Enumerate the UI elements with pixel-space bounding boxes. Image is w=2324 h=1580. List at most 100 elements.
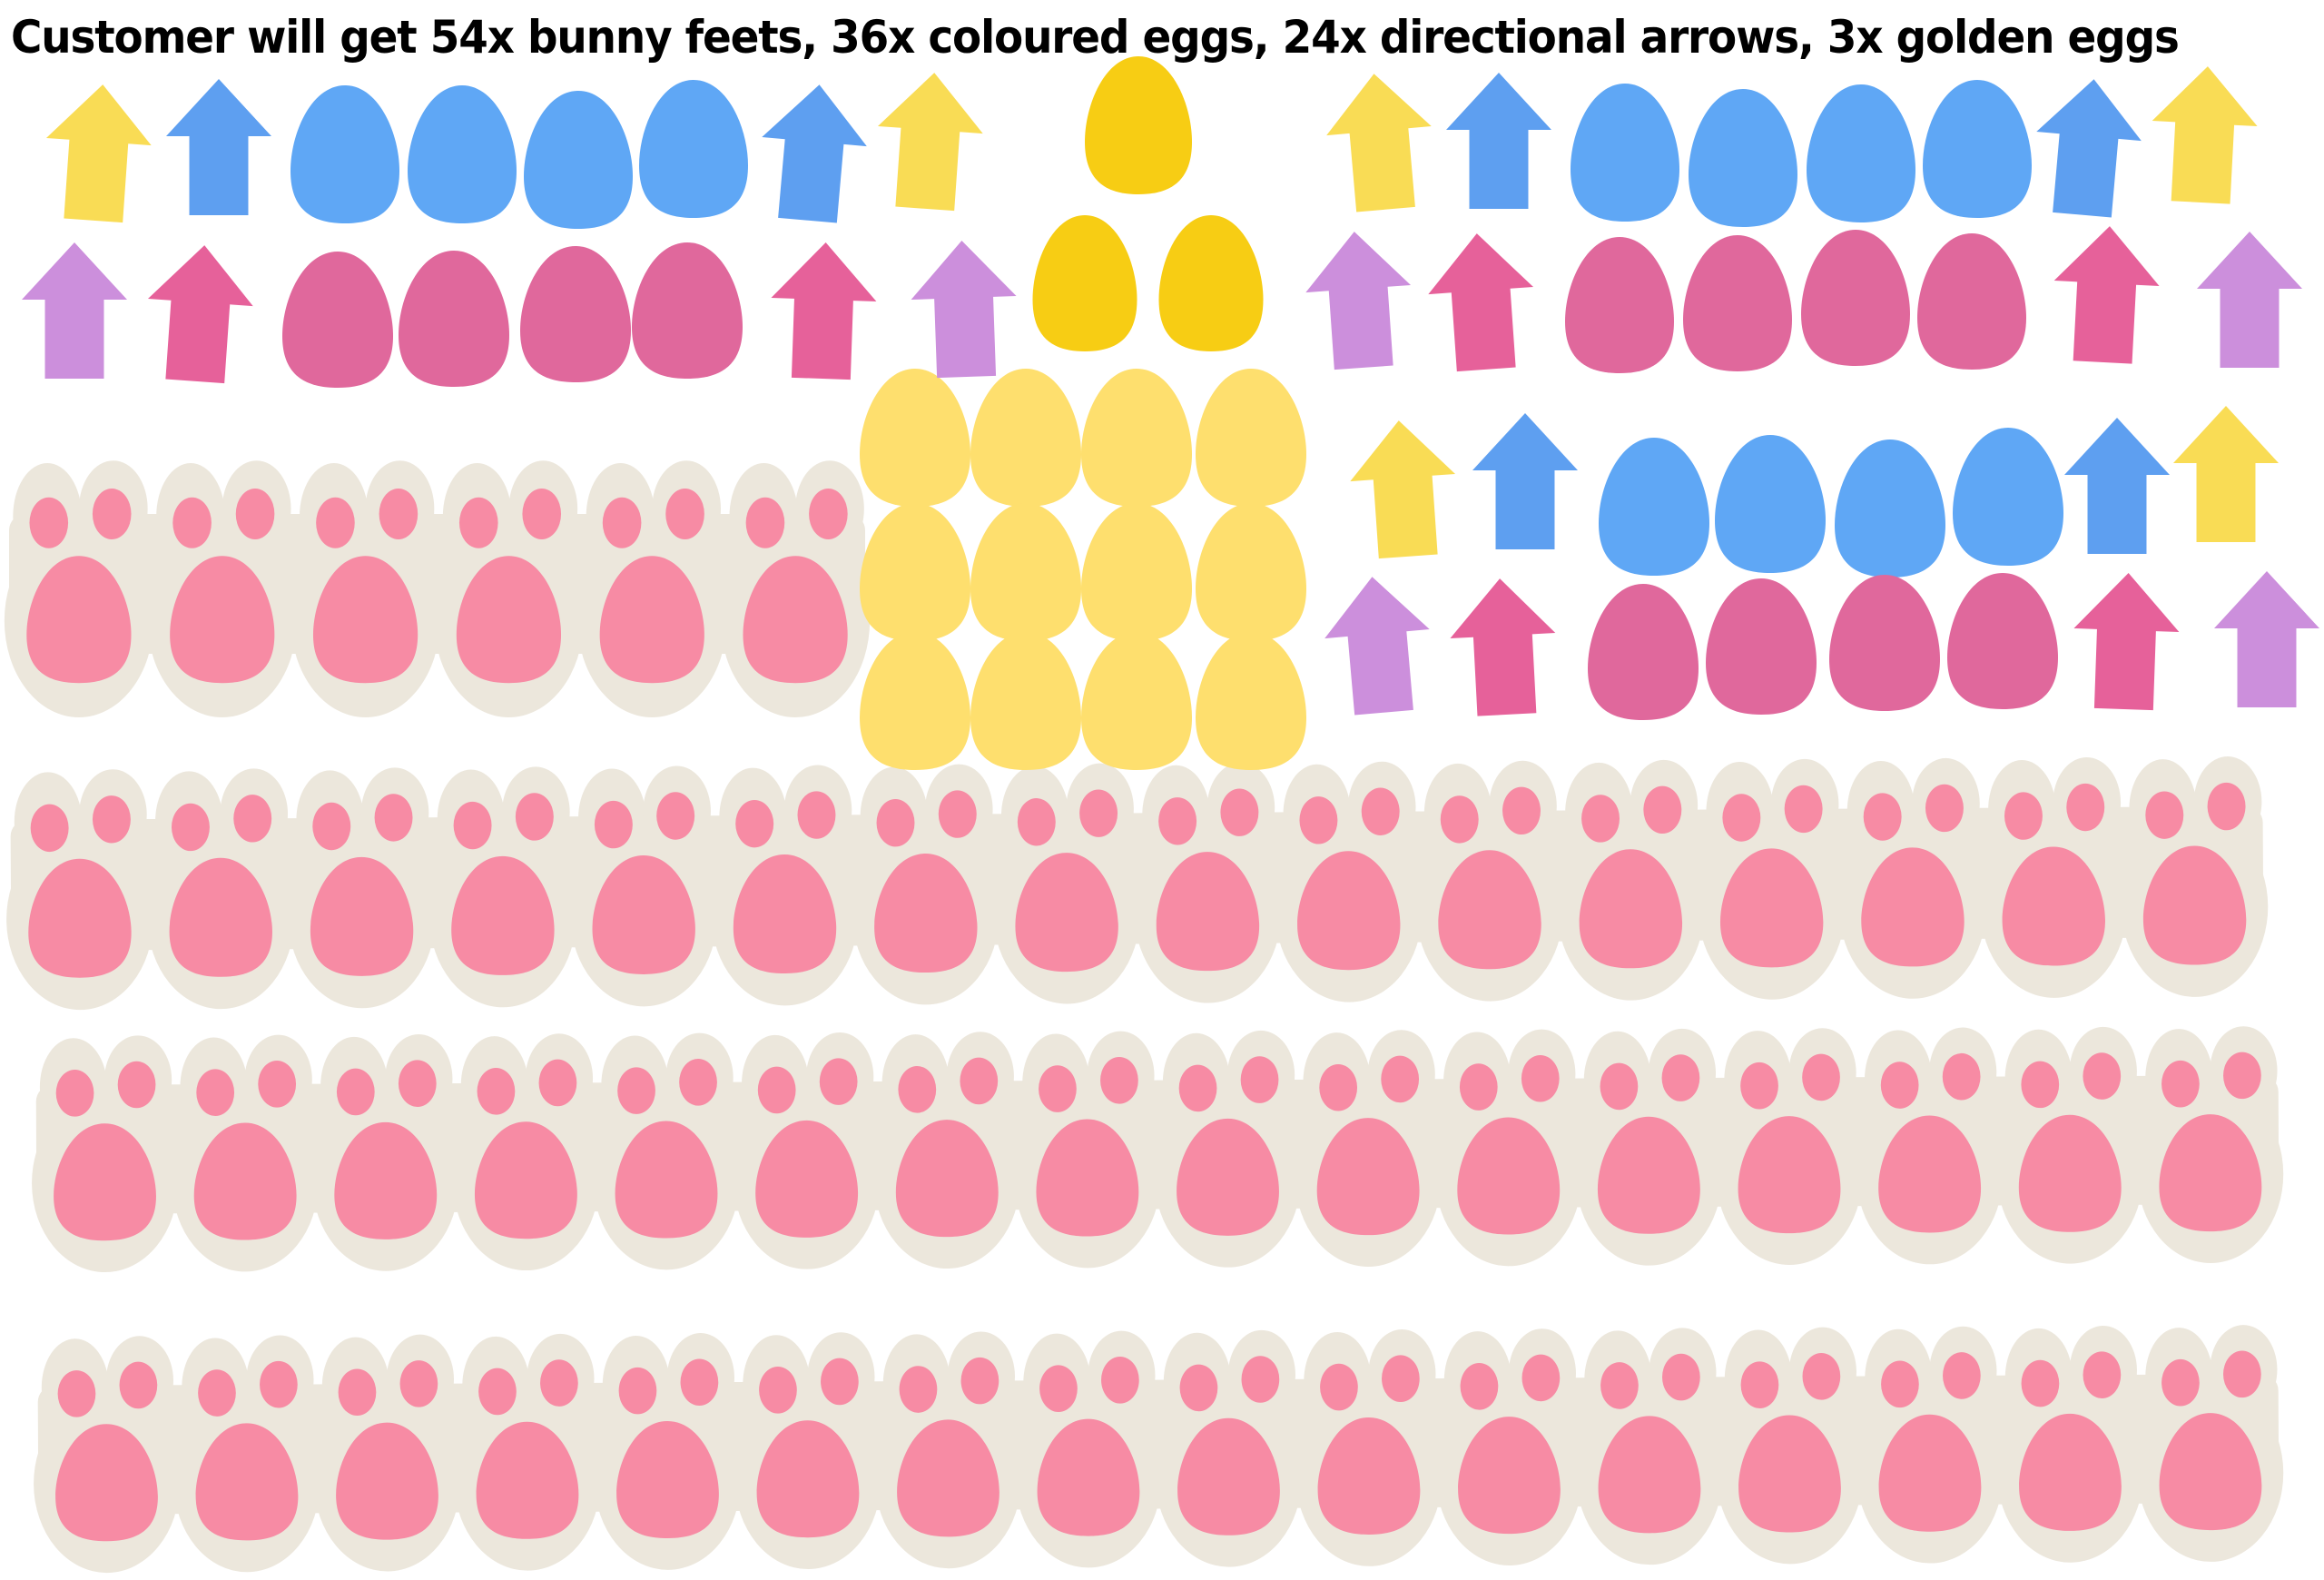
bunny-foot-pad	[1598, 1416, 1701, 1534]
bunny-foot-toe	[1220, 788, 1259, 836]
bunny-feet-strip-top	[4, 460, 871, 717]
pink-egg	[1565, 237, 1674, 373]
blue-arrow-icon	[1446, 73, 1551, 209]
bunny-foot-pad	[54, 1123, 156, 1241]
bunny-foot-toe	[1600, 1362, 1639, 1409]
bunny-foot-toe	[55, 1070, 94, 1117]
bunny-foot-toe	[92, 795, 131, 844]
bunny-foot-toe	[898, 1065, 937, 1113]
bunny-foot-toe	[1942, 1052, 1981, 1101]
blue-egg	[290, 85, 399, 223]
bunny-foot-toe	[379, 489, 419, 539]
yellow-egg	[1081, 503, 1192, 641]
blue-arrow-icon	[762, 84, 867, 223]
bunny-foot-toe	[1241, 1356, 1280, 1403]
bunny-foot-toe	[336, 1068, 375, 1116]
bunny-foot-toe	[1039, 1065, 1077, 1112]
bunny-foot-toe	[1925, 784, 1964, 833]
bunny-foot	[616, 1358, 719, 1539]
bunny-foot	[895, 1057, 999, 1238]
bunny-foot	[2159, 1052, 2262, 1232]
bunny-foot	[1458, 1354, 1561, 1535]
bunny-foot-toe	[1722, 794, 1761, 842]
bunny-foot-toe	[1802, 1352, 1841, 1400]
pink-arrow-icon	[771, 242, 877, 380]
bunny-foot	[1738, 1352, 1841, 1533]
blue-egg	[1689, 89, 1797, 227]
bunny-foot-toe	[745, 497, 785, 548]
bunny-foot-toe	[1382, 1355, 1420, 1403]
purple-arrow-icon	[1305, 232, 1412, 370]
golden-egg	[1032, 215, 1137, 351]
bunny-foot-pad	[474, 1121, 577, 1239]
yellow-egg	[860, 503, 970, 641]
bunny-foot-toe	[1039, 1365, 1078, 1413]
bunny-foot	[733, 791, 837, 974]
bunny-foot-toe	[172, 497, 212, 548]
bunny-foot	[476, 1359, 579, 1539]
bunny-feet-strip-3	[34, 1325, 2284, 1574]
bunny-foot-pad	[1177, 1118, 1279, 1236]
yellow-egg	[1081, 369, 1192, 507]
bunny-foot	[1878, 1352, 1982, 1532]
bunny-foot-toe	[2223, 1350, 2261, 1398]
golden-egg	[1158, 215, 1264, 351]
bunny-foot-toe	[117, 1061, 156, 1109]
bunny-foot	[334, 1060, 438, 1239]
bunny-foot	[2019, 1351, 2122, 1531]
purple-arrow-icon	[911, 241, 1017, 379]
bunny-foot-toe	[1502, 786, 1541, 835]
bunny-foot-pad	[476, 1421, 579, 1539]
pink-egg	[399, 251, 509, 387]
bunny-foot-toe	[618, 1367, 657, 1415]
purple-arrow-icon	[1324, 577, 1430, 716]
pink-arrow-icon	[2073, 573, 2180, 711]
bunny-foot	[1015, 789, 1118, 973]
bunny-foot-pad	[1579, 849, 1683, 969]
bunny-foot-toe	[1643, 785, 1682, 834]
bunny-foot-toe	[1158, 797, 1197, 845]
bunny-foot-toe	[92, 489, 132, 539]
bunny-foot-toe	[2145, 791, 2184, 839]
blue-arrow-icon	[2064, 418, 2170, 554]
bunny-foot-pad	[1719, 848, 1824, 968]
bunny-foot-toe	[1740, 1361, 1779, 1408]
bunny-foot-toe	[1880, 1062, 1919, 1109]
bunny-foot-pad	[1438, 850, 1541, 970]
bunny-foot-toe	[656, 792, 695, 840]
bunny-foot-pad	[615, 1121, 718, 1239]
yellow-arrow-icon	[877, 73, 983, 212]
bunny-foot	[743, 489, 848, 684]
bunny-foot	[1177, 1356, 1280, 1536]
bunny-foot-toe	[680, 1358, 719, 1407]
bunny-foot	[1597, 1054, 1700, 1234]
bunny-foot-toe	[1521, 1054, 1560, 1102]
bunny-foot	[1177, 1056, 1279, 1236]
bunny-feet-strip-1	[6, 756, 2269, 1011]
bunny-foot-pad	[1458, 1417, 1561, 1535]
yellow-arrow-icon	[1326, 74, 1432, 212]
bunny-foot-toe	[1079, 789, 1118, 837]
bunny-foot-toe	[1440, 795, 1479, 844]
bunny-foot-toe	[876, 798, 915, 847]
bunny-foot	[2018, 1052, 2122, 1232]
blue-egg	[639, 80, 748, 218]
pink-egg	[520, 246, 631, 382]
bunny-foot-toe	[1178, 1064, 1217, 1112]
bunny-foot-toe	[2223, 1052, 2261, 1100]
pink-egg	[1683, 235, 1792, 371]
blue-egg	[408, 85, 517, 223]
bunny-foot	[2002, 783, 2105, 966]
bunny-foot	[474, 1059, 577, 1239]
bunny-foot	[897, 1357, 1000, 1537]
bunny-foot	[756, 1358, 860, 1538]
bunny-foot-pad	[2019, 1413, 2122, 1531]
bunny-foot-toe	[759, 1367, 797, 1414]
blue-arrow-icon	[2036, 79, 2142, 218]
yellow-egg	[1196, 632, 1306, 770]
bunny-foot-toe	[522, 489, 562, 539]
pink-egg	[1947, 573, 2058, 709]
blue-egg	[1807, 84, 1915, 222]
bunny-foot-toe	[1299, 796, 1338, 844]
bunny-foot-pad	[1015, 853, 1118, 973]
